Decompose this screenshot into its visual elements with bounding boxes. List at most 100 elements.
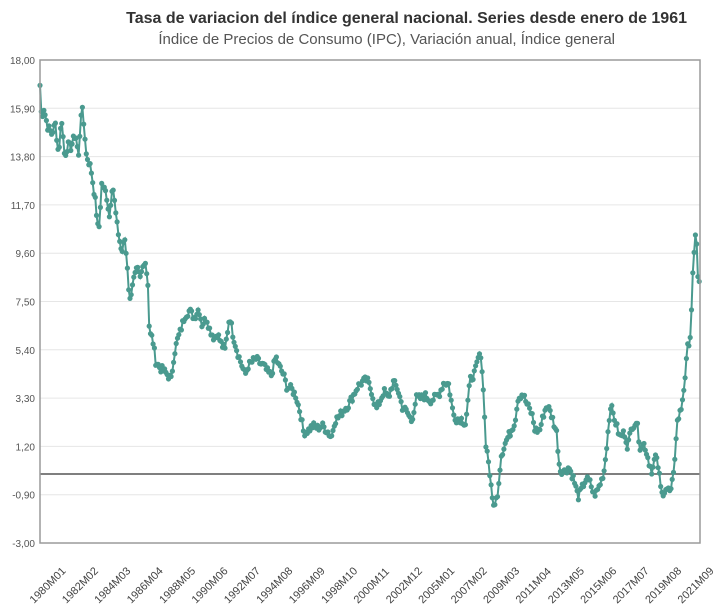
data-point [494, 494, 501, 500]
data-point [56, 144, 62, 150]
data-point [458, 415, 465, 421]
data-point [512, 417, 519, 423]
data-point [430, 397, 436, 403]
data-point [113, 210, 119, 216]
data-point [149, 332, 155, 338]
data-point [110, 187, 116, 193]
data-point [52, 120, 59, 126]
data-point [696, 278, 702, 285]
data-point [237, 359, 244, 365]
data-point [386, 393, 393, 399]
data-point [500, 452, 506, 458]
data-point [43, 117, 50, 124]
data-point [171, 359, 177, 365]
data-point [59, 120, 65, 127]
data-point [185, 313, 191, 319]
data-point [129, 282, 136, 288]
data-point [482, 414, 488, 420]
data-point [168, 373, 174, 380]
data-point [480, 387, 486, 393]
data-point [119, 248, 125, 254]
data-point [102, 188, 109, 194]
data-point [446, 381, 452, 387]
data-point [412, 401, 418, 407]
data-point [146, 323, 152, 329]
data-point [196, 312, 202, 318]
data-point [636, 439, 642, 445]
data-point [225, 329, 231, 336]
data-point [339, 412, 345, 419]
data-point [525, 401, 531, 407]
data-point [50, 129, 56, 135]
data-point [131, 274, 137, 280]
data-point [273, 354, 279, 360]
data-point [299, 417, 305, 423]
data-point [541, 414, 547, 420]
data-point [87, 161, 93, 167]
data-point [521, 392, 528, 398]
data-point [587, 477, 593, 483]
data-point [465, 397, 471, 403]
data-point [529, 411, 535, 417]
data-point [676, 416, 682, 422]
data-point [683, 355, 690, 362]
data-point [439, 386, 445, 392]
data-point [650, 464, 656, 470]
data-point [609, 403, 615, 409]
y-tick-label: 1,20 [16, 442, 36, 453]
data-point [368, 391, 375, 398]
y-tick-label: 11,70 [11, 201, 36, 212]
data-point [691, 249, 697, 255]
data-point [397, 394, 403, 400]
data-point [392, 378, 398, 384]
data-point [624, 446, 630, 452]
data-point [124, 265, 130, 271]
data-point [88, 170, 94, 176]
data-point [366, 379, 372, 385]
data-point [605, 429, 611, 435]
data-point [673, 436, 679, 442]
data-point [669, 476, 675, 482]
data-point [93, 212, 100, 218]
data-point [54, 137, 60, 143]
data-point [249, 359, 255, 365]
data-point [74, 144, 80, 150]
y-tick-label: 7,50 [16, 298, 36, 309]
data-point [555, 448, 561, 454]
data-point [447, 392, 453, 398]
data-point [410, 416, 416, 422]
data-point [76, 152, 82, 158]
data-point [90, 180, 96, 186]
data-point [354, 386, 360, 392]
data-point [367, 386, 373, 392]
data-point [488, 482, 494, 488]
data-point [282, 377, 288, 383]
data-point [82, 136, 88, 142]
data-point [634, 420, 641, 426]
data-point [333, 421, 339, 427]
data-point [497, 467, 503, 473]
data-point [668, 486, 674, 492]
data-point [128, 292, 134, 298]
data-point [620, 428, 627, 434]
data-point [451, 412, 457, 418]
y-tick-label: -0,90 [12, 491, 35, 502]
data-point [42, 112, 48, 118]
data-point [365, 375, 371, 381]
data-point [604, 445, 610, 452]
data-point [592, 493, 598, 499]
data-point [321, 424, 327, 430]
data-point [108, 202, 114, 208]
data-point [485, 459, 492, 465]
data-point [192, 316, 199, 322]
data-point [489, 495, 495, 501]
data-point [678, 406, 684, 413]
chart-subtitle: Índice de Precios de Consumo (IPC), Vari… [158, 31, 615, 48]
data-point [173, 340, 179, 347]
data-point [449, 405, 456, 411]
data-point [137, 273, 143, 280]
data-point [172, 351, 178, 357]
data-point [570, 473, 576, 479]
data-point [255, 355, 262, 361]
y-axis-ticks: 18,00 15,90 13,80 11,70 9,60 7,50 5,40 3,30 1,20… [10, 56, 35, 550]
